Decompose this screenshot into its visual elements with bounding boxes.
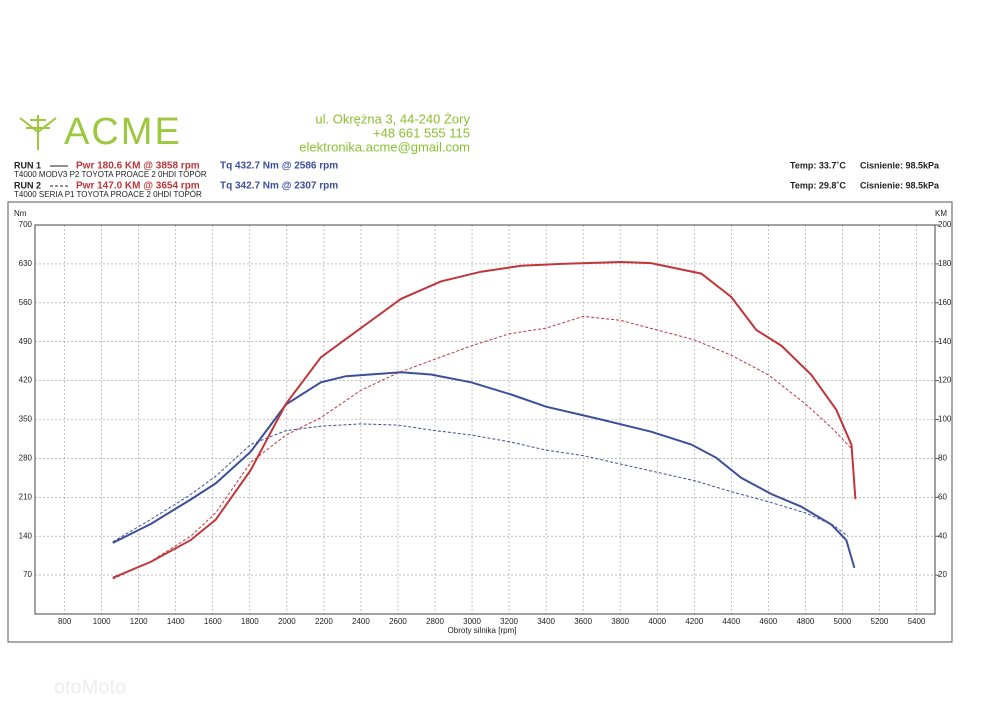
run-pressure: Cisnienie: 98.5kPa — [860, 160, 940, 170]
x-tick-label: 2600 — [389, 617, 407, 626]
x-tick-label: 3400 — [537, 617, 555, 626]
x-tick-label: 5400 — [908, 617, 926, 626]
y2-tick-label: 80 — [938, 454, 947, 463]
run-label: RUN 1 — [14, 160, 41, 170]
run-torque: Tq 342.7 Nm @ 2307 rpm — [220, 181, 338, 192]
y2-tick-label: 180 — [938, 259, 952, 268]
run-temp: Temp: 29.8˚C — [790, 180, 846, 190]
y2-tick-label: 40 — [938, 531, 947, 540]
run-vehicle: T4000 MODV3 P2 TOYOTA PROACE 2 0HDI TOPÓ… — [14, 170, 207, 179]
run-temp: Temp: 33.7˚C — [790, 160, 846, 170]
x-tick-label: 4800 — [796, 617, 814, 626]
x-tick-label: 1200 — [130, 617, 148, 626]
phone: +48 661 555 115 — [373, 125, 470, 140]
x-tick-label: 3000 — [463, 617, 481, 626]
y2-tick-label: 200 — [938, 220, 952, 229]
y-tick-label: 560 — [19, 298, 33, 307]
x-tick-label: 1600 — [204, 617, 222, 626]
run-label: RUN 2 — [14, 180, 41, 190]
run-pressure: Cisnienie: 98.5kPa — [860, 180, 940, 190]
y-tick-label: 140 — [19, 531, 33, 540]
y-tick-label: 490 — [19, 337, 33, 346]
x-tick-label: 1800 — [241, 617, 259, 626]
y2-tick-label: 120 — [938, 376, 952, 385]
watermark: otoMoto — [54, 676, 126, 698]
x-tick-label: 2200 — [315, 617, 333, 626]
x-tick-label: 5200 — [871, 617, 889, 626]
x-tick-label: 4200 — [685, 617, 703, 626]
y2-tick-label: 60 — [938, 492, 947, 501]
plot-frame — [34, 224, 936, 615]
x-tick-label: 3200 — [500, 617, 518, 626]
y-tick-label: 630 — [19, 259, 33, 268]
address: ul. Okrężna 3, 44-240 Żory — [315, 111, 470, 126]
run-power: Pwr 147.0 KM @ 3654 rpm — [76, 181, 200, 192]
y-tick-label: 70 — [23, 570, 32, 579]
series-line — [112, 371, 856, 569]
x-axis-label: Obroty silnika [rpm] — [448, 626, 517, 635]
sheet-frame — [7, 201, 953, 643]
x-tick-label: 800 — [58, 617, 72, 626]
x-tick-label: 2000 — [278, 617, 296, 626]
logo-text: ACME — [64, 111, 182, 153]
x-tick-label: 2400 — [352, 617, 370, 626]
run-vehicle: T4000 SERIA P1 TOYOTA PROACE 2 0HDI TOPÓ… — [14, 190, 202, 199]
y-tick-label: 210 — [19, 492, 33, 501]
x-tick-label: 3800 — [611, 617, 629, 626]
y-tick-label: 280 — [19, 454, 33, 463]
series-line — [112, 315, 853, 580]
x-tick-label: 5000 — [834, 617, 852, 626]
x-tick-label: 4400 — [722, 617, 740, 626]
x-tick-label: 4000 — [648, 617, 666, 626]
x-tick-label: 1000 — [93, 617, 111, 626]
x-tick-label: 3600 — [574, 617, 592, 626]
y2-tick-label: 100 — [938, 415, 952, 424]
x-tick-label: 1400 — [167, 617, 185, 626]
y-tick-label: 350 — [19, 415, 33, 424]
y-tick-label: 700 — [19, 220, 33, 229]
y-tick-label: 420 — [19, 376, 33, 385]
y2-tick-label: 20 — [938, 570, 947, 579]
x-tick-label: 2800 — [426, 617, 444, 626]
run-torque: Tq 432.7 Nm @ 2586 rpm — [220, 161, 338, 172]
series-line — [112, 423, 849, 543]
series-line — [112, 260, 857, 579]
x-tick-label: 4600 — [759, 617, 777, 626]
y2-tick-label: 160 — [938, 298, 952, 307]
run-power: Pwr 180.6 KM @ 3858 rpm — [76, 161, 200, 172]
email: elektronika.acme@gmail.com — [299, 139, 470, 154]
y2-tick-label: 140 — [938, 337, 952, 346]
y2-axis-label: KM — [935, 209, 947, 218]
y-axis-label: Nm — [14, 209, 27, 218]
logo-icon — [19, 115, 57, 150]
